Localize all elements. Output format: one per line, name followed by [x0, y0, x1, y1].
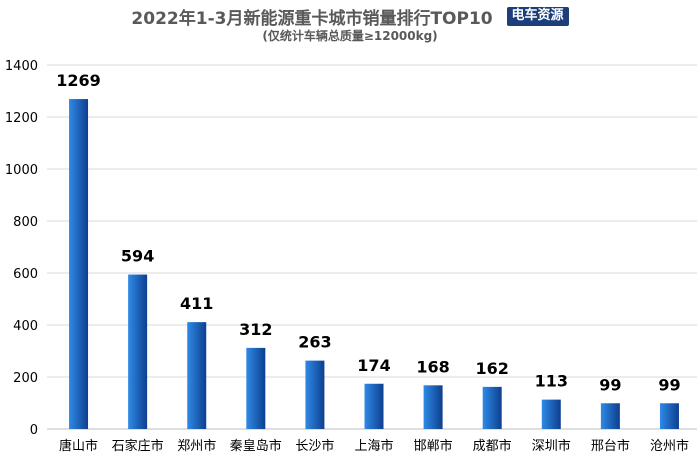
- bar: [541, 399, 561, 429]
- data-label: 594: [121, 247, 154, 266]
- bar: [246, 347, 266, 429]
- chart-title: 2022年1-3月新能源重卡城市销量排行TOP10 电车资源: [0, 4, 700, 29]
- bar: [69, 99, 89, 429]
- y-tick-label: 400: [13, 319, 38, 334]
- y-tick-labels: 0 200 400 600 800 1000 1200 1400: [5, 59, 38, 438]
- category-label: 沧州市: [650, 438, 689, 454]
- bar: [128, 274, 148, 429]
- data-label: 263: [298, 333, 331, 352]
- y-tick-label: 1400: [5, 59, 38, 74]
- category-label: 郑州市: [177, 438, 216, 454]
- grid-layer: [47, 64, 697, 430]
- bar: [600, 403, 620, 429]
- chart-title-text: 2022年1-3月新能源重卡城市销量排行TOP10: [131, 9, 493, 29]
- brand-badge: 电车资源: [506, 7, 569, 26]
- bar: [364, 383, 384, 429]
- category-label: 邯郸市: [414, 438, 453, 454]
- data-label: 99: [658, 375, 680, 394]
- data-label: 411: [180, 294, 213, 313]
- bar: [423, 385, 443, 429]
- y-tick-label: 800: [13, 215, 38, 230]
- y-tick-label: 1200: [5, 111, 38, 126]
- data-label: 312: [239, 320, 272, 339]
- y-tick-label: 200: [13, 371, 38, 386]
- bar: [187, 322, 207, 429]
- y-tick-label: 600: [13, 267, 38, 282]
- category-label: 上海市: [354, 438, 393, 454]
- data-label: 168: [416, 357, 449, 376]
- data-label: 99: [599, 375, 621, 394]
- data-label: 174: [357, 356, 390, 375]
- y-tick-label: 0: [30, 423, 38, 438]
- data-label: 162: [475, 359, 508, 378]
- category-label: 唐山市: [59, 438, 98, 454]
- bars: [69, 99, 679, 429]
- category-label: 邢台市: [591, 438, 630, 454]
- y-tick-label: 1000: [5, 163, 38, 178]
- data-labels: 1269 594 411 312 263 174 168 162 113 99 99: [56, 71, 680, 394]
- x-tick-labels: 唐山市 石家庄市 郑州市 秦皇岛市 长沙市 上海市 邯郸市 成都市 深圳市 邢台市 沧州市: [59, 438, 689, 454]
- category-label: 长沙市: [295, 438, 334, 454]
- bar: [305, 360, 325, 429]
- data-label: 1269: [56, 71, 101, 90]
- category-label: 石家庄市: [112, 438, 164, 454]
- bar: [482, 386, 502, 429]
- chart-subtitle: (仅统计车辆总质量≥12000kg): [262, 29, 438, 43]
- category-label: 深圳市: [532, 438, 571, 454]
- category-label: 成都市: [473, 438, 512, 454]
- category-label: 秦皇岛市: [230, 438, 282, 454]
- data-label: 113: [535, 372, 568, 391]
- bar: [659, 403, 679, 429]
